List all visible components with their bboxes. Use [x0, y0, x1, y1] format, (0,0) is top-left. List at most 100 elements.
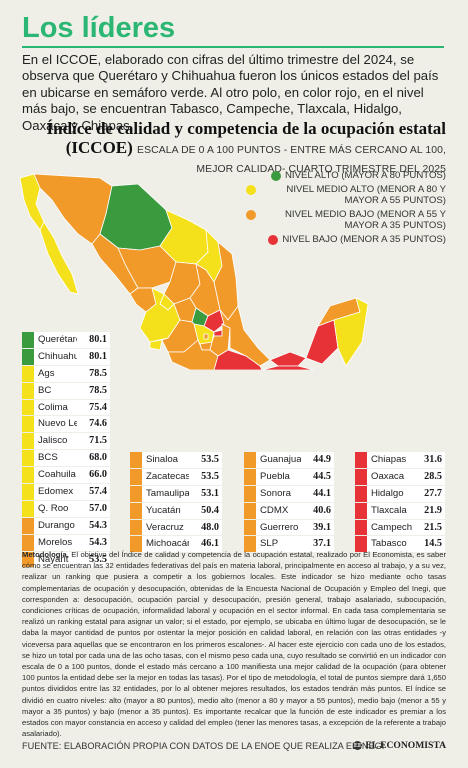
ranking-value: 71.5: [77, 433, 110, 450]
ranking-level-swatch: [130, 468, 142, 485]
ranking-row: CDMX 40.6: [244, 502, 334, 520]
ranking-row: Nayarit 53.5: [22, 551, 110, 569]
ranking-state: Coahuila: [34, 467, 77, 484]
ranking-level-swatch: [22, 382, 34, 399]
ranking-state: Nuevo León: [34, 416, 77, 433]
ranking-value: 53.5: [189, 452, 222, 468]
ranking-row: Sonora 44.1: [244, 485, 334, 503]
ranking-value: 31.6: [412, 452, 445, 468]
map-state-chiapas: [261, 365, 315, 370]
legend-label: NIVEL MEDIO BAJO (MENOR A 55 Y MAYOR A 3…: [284, 209, 446, 231]
ranking-row: Tlaxcala 21.9: [355, 502, 445, 520]
ranking-row: Campeche21.5: [355, 519, 445, 537]
map-state-jalisco: [139, 287, 181, 343]
ranking-value: 46.1: [189, 536, 222, 553]
ranking-level-swatch: [130, 452, 142, 468]
ranking-value: 57.4: [77, 484, 110, 500]
ranking-state: Veracruz: [142, 519, 189, 536]
map-state-bcs: [39, 221, 79, 295]
ranking-row: Tamaulipas53.1: [130, 485, 222, 503]
ranking-level-swatch: [22, 484, 34, 500]
ranking-value: 54.3: [77, 534, 110, 551]
ranking-column: Querétaro80.1Chihuahua80.1Ags78.5BC78.5C…: [22, 332, 110, 569]
ranking-level-swatch: [22, 416, 34, 433]
ranking-row: SLP 37.1: [244, 536, 334, 554]
legend-label: NIVEL ALTO (MAYOR A 80 PUNTOS): [284, 170, 446, 181]
map-state-colima: [149, 339, 163, 351]
legend-label: NIVEL BAJO (MENOR A 35 PUNTOS): [282, 234, 446, 245]
brand-logo: EE EL ECONOMISTA: [353, 740, 446, 751]
chart-title-text: Índice de calidad y competencia de la oc…: [46, 119, 446, 157]
ranking-level-swatch: [130, 519, 142, 536]
ranking-state: Q. Roo: [34, 500, 77, 517]
ranking-state: Tlaxcala: [367, 502, 412, 519]
ranking-level-swatch: [130, 502, 142, 519]
ranking-state: Hidalgo: [367, 485, 412, 502]
ranking-row: Zacatecas 53.5: [130, 468, 222, 486]
headline-rule: [22, 46, 444, 48]
ranking-state: BCS: [34, 450, 77, 467]
ranking-value: 21.5: [412, 519, 445, 536]
ranking-level-swatch: [244, 452, 256, 468]
ranking-level-swatch: [22, 332, 34, 348]
ranking-level-swatch: [355, 519, 367, 536]
ranking-value: 40.6: [301, 502, 334, 519]
ranking-column: Chiapas 31.6 Oaxaca 28.5 Hidalgo 27.7 Tlaxcala…: [355, 452, 445, 554]
map-state-chihuahua: [99, 183, 173, 251]
ranking-row: Yucatán 50.4: [130, 502, 222, 520]
ranking-value: 54.3: [77, 517, 110, 534]
ranking-state: Jalisco: [34, 433, 77, 450]
ranking-level-swatch: [244, 502, 256, 519]
ranking-value: 28.5: [412, 468, 445, 485]
methodology-text: El objetivo del Índice de calidad y comp…: [22, 550, 446, 739]
ranking-state: Sonora: [256, 485, 301, 502]
ranking-value: 14.5: [412, 536, 445, 553]
ranking-row: Michoacán 46.1: [130, 536, 222, 554]
ranking-row: Chiapas 31.6: [355, 452, 445, 469]
ranking-value: 57.0: [77, 500, 110, 517]
ranking-level-swatch: [22, 551, 34, 568]
ranking-row: Guanajuato44.9: [244, 452, 334, 469]
ranking-value: 44.5: [301, 468, 334, 485]
map-state-guerrero: [167, 339, 219, 370]
ranking-value: 44.9: [301, 452, 334, 468]
ranking-value: 68.0: [77, 450, 110, 467]
ranking-row: Hidalgo 27.7: [355, 485, 445, 503]
ranking-state: Edomex: [34, 484, 77, 500]
ranking-value: 39.1: [301, 519, 334, 536]
ranking-value: 78.5: [77, 365, 110, 382]
brand-mark-icon: EE: [353, 741, 363, 750]
ranking-row: Tabasco 14.5: [355, 536, 445, 554]
ranking-state: Michoacán: [142, 536, 189, 553]
legend: NIVEL ALTO (MAYOR A 80 PUNTOS) NIVEL MEDI…: [246, 170, 446, 248]
methodology-label: Metodología.: [22, 550, 69, 559]
headline: Los líderes: [22, 12, 176, 44]
ranking-level-swatch: [355, 536, 367, 553]
ranking-column: Sinaloa53.5Zacatecas53.5Tamaulipas53.1Yu…: [130, 452, 222, 554]
map-state-cdmx: [203, 333, 209, 340]
ranking-value: 53.5: [77, 551, 110, 568]
ranking-state: Tabasco: [367, 536, 412, 553]
ranking-value: 50.4: [189, 502, 222, 519]
ranking-state: Morelos: [34, 534, 77, 551]
methodology: Metodología. El objetivo del Índice de c…: [22, 549, 446, 739]
ranking-level-swatch: [244, 519, 256, 536]
legend-item: NIVEL MEDIO ALTO (MENOR A 80 Y MAYOR A 5…: [246, 184, 446, 206]
ranking-value: 78.5: [77, 382, 110, 399]
legend-swatch: [270, 171, 281, 181]
ranking-row: Oaxaca 28.5: [355, 468, 445, 486]
ranking-value: 66.0: [77, 467, 110, 484]
ranking-row: Ags 78.5: [22, 365, 110, 383]
map-state-campeche: [305, 319, 339, 365]
legend-label: NIVEL MEDIO ALTO (MENOR A 80 Y MAYOR A 5…: [286, 184, 446, 206]
ranking-state: Durango: [34, 517, 77, 534]
legend-item: NIVEL BAJO (MENOR A 35 PUNTOS): [246, 234, 446, 245]
ranking-level-swatch: [22, 500, 34, 517]
ranking-row: Sinaloa 53.5: [130, 452, 222, 469]
ranking-row: Chihuahua80.1: [22, 348, 110, 366]
ranking-level-swatch: [244, 468, 256, 485]
legend-item: NIVEL MEDIO BAJO (MENOR A 55 Y MAYOR A 3…: [246, 209, 446, 231]
ranking-value: 44.1: [301, 485, 334, 502]
ranking-value: 53.1: [189, 485, 222, 502]
ranking-row: Q. Roo 57.0: [22, 500, 110, 518]
